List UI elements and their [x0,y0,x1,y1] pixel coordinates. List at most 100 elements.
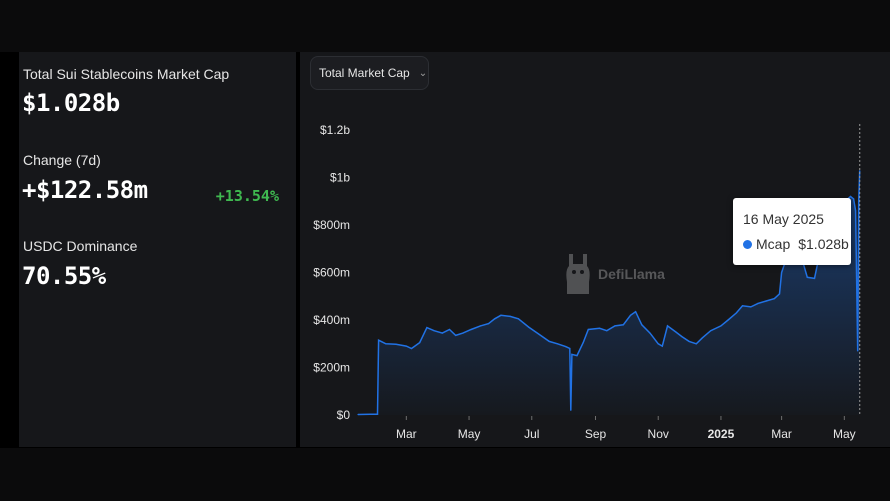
tooltip-series-name: Mcap [756,236,791,252]
series-point [727,319,729,321]
x-tick-label: 2025 [708,427,735,441]
chart-tooltip: 16 May 2025 Mcap $1.028b [733,198,851,265]
series-point [781,271,783,274]
tooltip-series-row: Mcap $1.028b [743,236,849,252]
market-cap-value: $1.028b [22,89,120,117]
series-color-dot [743,239,752,249]
tooltip-series-value: $1.028b [798,236,849,252]
series-point [614,325,616,327]
series-point [470,328,472,331]
series-point [582,342,584,344]
series-point [741,305,744,307]
market-cap-chart[interactable]: $0 $200m $400m $600m $800m $1b $1.2b Mar May Jul… [300,52,890,447]
series-point [369,413,371,415]
x-tick-label: Jul [524,427,539,441]
series-point [720,325,722,327]
defillama-logo-icon [566,254,590,294]
series-point [462,332,464,334]
series-point [695,343,697,345]
series-point [750,306,752,308]
usdc-dominance-label: USDC Dominance [23,238,138,254]
series-point [735,312,737,314]
change-7d-value: +$122.58m [22,176,148,204]
x-tick-label: May [833,427,856,441]
series-point [448,328,451,331]
series-point [622,324,624,326]
x-tick-label: Mar [771,427,792,441]
series-point [378,339,380,341]
series-point [376,413,379,415]
series-point [433,330,435,332]
series-point [701,337,703,339]
series-point [773,298,775,300]
metric-select-label: Total Market Cap [319,66,410,80]
usdc-dominance-value: 70.55% [22,262,106,290]
series-point [857,350,859,352]
series-point [858,200,860,202]
series-point [635,311,637,313]
y-tick-label: $200m [313,361,350,375]
series-point [649,332,651,334]
tooltip-date: 16 May 2025 [743,211,824,227]
series-point [599,327,601,329]
top-bar [0,0,890,52]
series-point [509,315,511,317]
series-area-mcap [358,170,860,415]
series-point [455,334,457,336]
watermark-text: DefiLlama [598,266,665,282]
y-tick-label: $400m [313,313,350,327]
change-7d-percent: +13.54% [215,187,279,205]
y-tick-label: $1b [330,171,350,185]
series-point [488,323,490,325]
y-tick-label: $0 [337,408,351,422]
series-point [657,343,659,345]
series-point [517,318,519,320]
series-point [538,333,540,335]
market-cap-label: Total Sui Stablecoins Market Cap [23,66,230,82]
series-point [494,318,496,320]
series-point [681,336,683,338]
series-point [395,343,397,345]
change-7d-label: Change (7d) [23,152,101,168]
stats-panel: Total Sui Stablecoins Market Cap $1.028b… [19,52,296,447]
series-point [661,345,663,347]
bottom-bar [0,448,890,501]
series-point [426,327,428,329]
series-point [757,302,759,304]
y-tick-label: $1.2b [320,123,350,137]
x-tick-label: May [458,427,481,441]
series-point [570,409,572,411]
series-point [806,276,808,278]
series-point [853,198,855,200]
x-tick-label: Nov [648,427,669,441]
series-point [688,340,690,342]
series-point [528,326,530,328]
chart-panel: Total Market Cap ⌄ DefiLlama $0 $200m $400… [300,52,890,447]
series-point [569,347,571,350]
series-point [500,314,502,316]
series-point [778,293,781,295]
series-point [849,195,852,198]
series-point [405,345,407,347]
y-tick-label: $600m [313,266,350,280]
series-point [710,330,712,332]
series-point [675,331,677,333]
series-line-mcap [357,170,861,416]
series-point [556,343,559,345]
series-point [765,300,767,302]
series-point [548,340,550,342]
series-point [419,342,421,344]
series-point [565,346,567,348]
series-point [666,325,669,327]
defillama-watermark: DefiLlama [563,252,665,296]
series-point [855,210,857,212]
series-point [629,314,632,316]
series-point [571,353,573,355]
series-point [441,332,443,334]
metric-select[interactable]: Total Market Cap ⌄ [310,56,429,90]
series-point [576,355,578,357]
series-point [479,325,481,327]
series-point [587,328,589,331]
chevron-down-icon: ⌄ [418,67,428,79]
series-point [606,330,608,332]
